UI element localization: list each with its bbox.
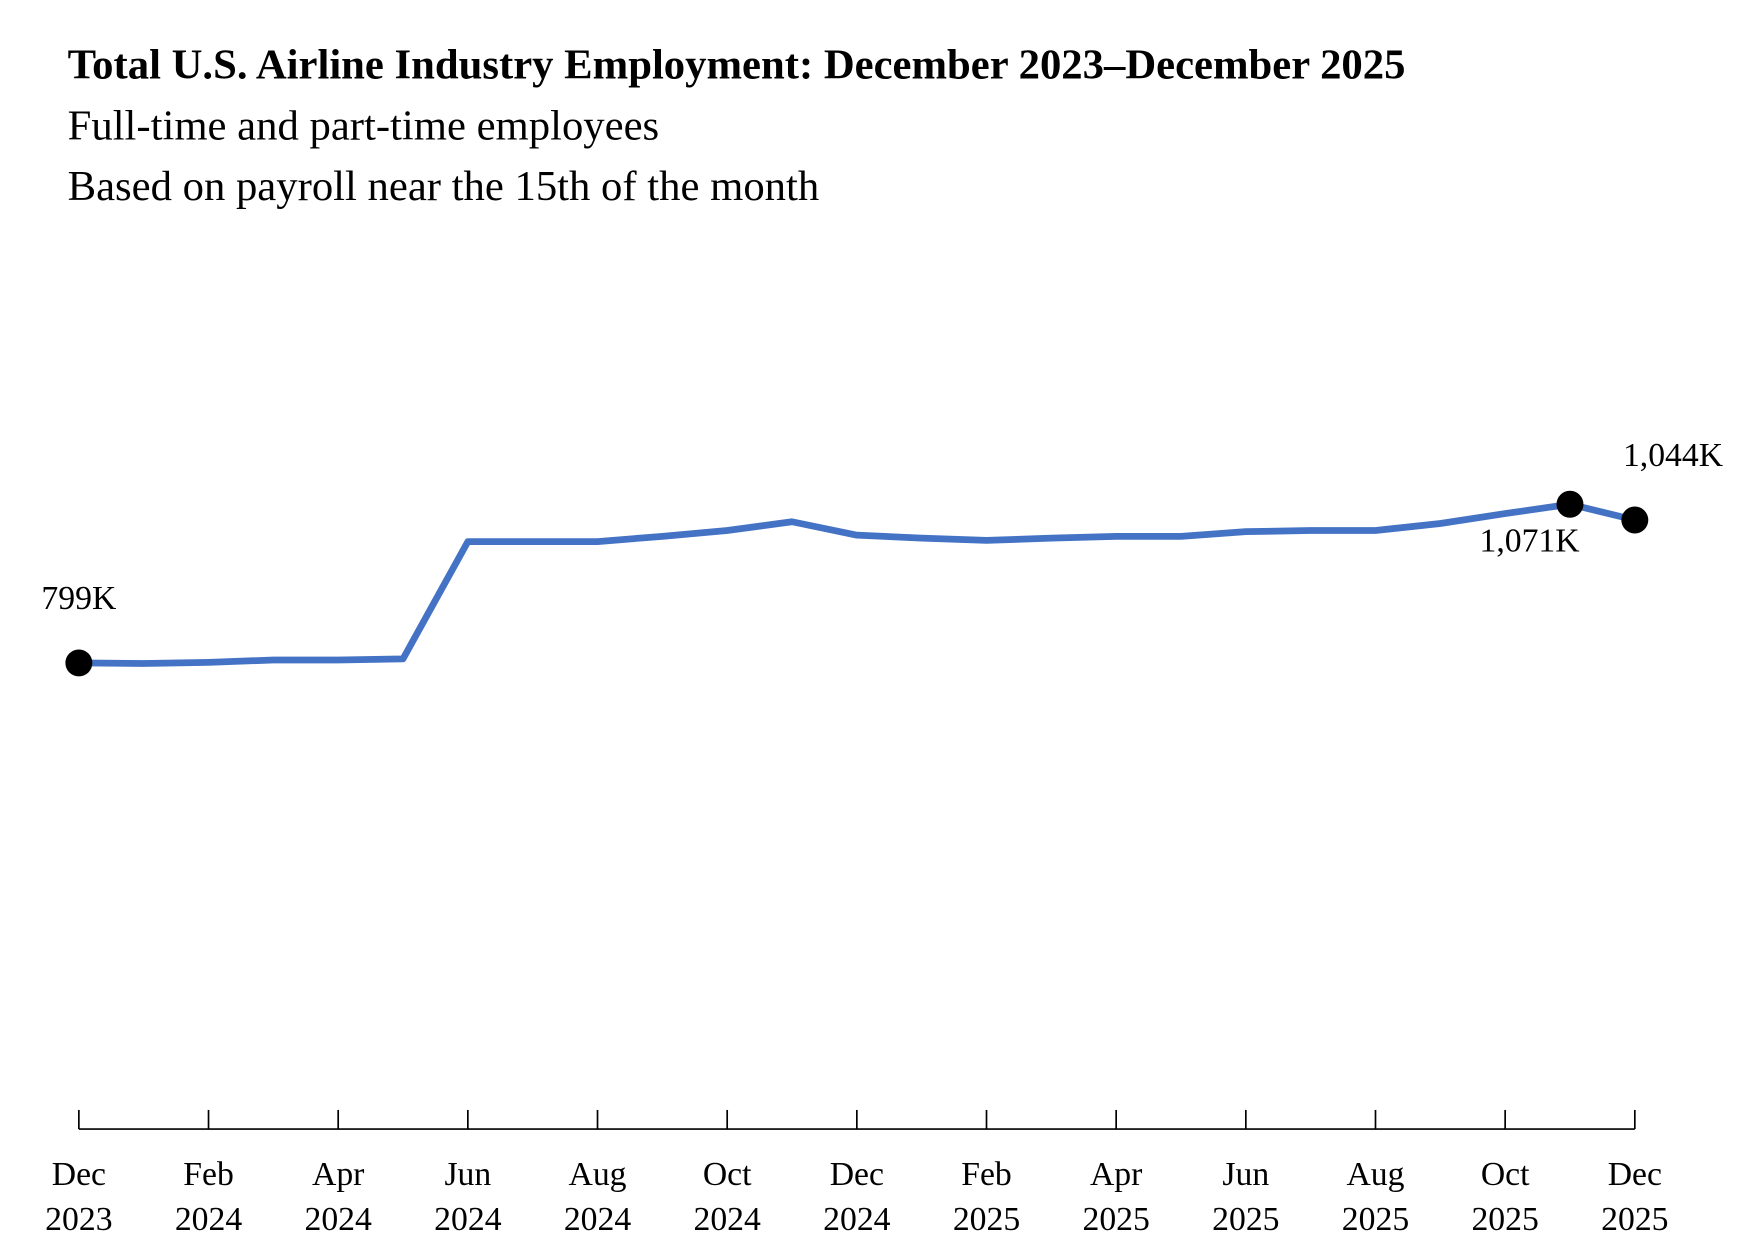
point-marker [65, 649, 93, 677]
point-marker [1621, 506, 1649, 534]
x-tick-label: Apr 2024 [305, 1156, 373, 1238]
value-label: 1,044K [1623, 437, 1723, 474]
x-tick-label: Dec 2025 [1601, 1156, 1668, 1238]
value-label: 1,071K [1479, 522, 1579, 559]
x-tick-label: Oct 2024 [693, 1156, 761, 1238]
x-tick-label: Jun 2025 [1212, 1156, 1279, 1238]
chart-subtitle: Full-time and part-time employees [68, 102, 660, 149]
point-marker [1556, 490, 1584, 518]
x-tick-label: Aug 2024 [564, 1156, 632, 1238]
x-tick-label: Jun 2024 [434, 1156, 502, 1238]
value-label: 799K [41, 580, 116, 617]
line-series [78, 500, 1636, 667]
x-tick-label: Dec 2024 [823, 1156, 891, 1238]
x-tick-label: Dec 2023 [45, 1156, 112, 1238]
x-tick-label: Aug 2025 [1342, 1156, 1409, 1238]
x-tick-label: Oct 2025 [1471, 1156, 1538, 1238]
x-tick-label: Apr 2025 [1082, 1156, 1149, 1238]
x-tick-label: Feb 2025 [953, 1156, 1020, 1238]
x-tick-label: Feb 2024 [175, 1156, 243, 1238]
chart-title: Total U.S. Airline Industry Employment: … [68, 42, 1406, 89]
chart-subtitle: Based on payroll near the 15th of the mo… [68, 163, 820, 210]
